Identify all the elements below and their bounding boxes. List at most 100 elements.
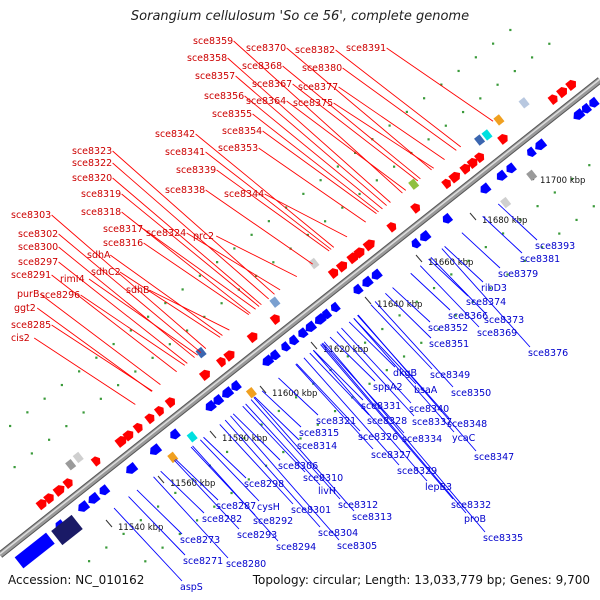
reverse-gene-arrow <box>126 462 139 474</box>
label-leader-line <box>227 57 391 203</box>
gene-label: sce8300 <box>18 242 58 253</box>
gene-features <box>14 79 600 569</box>
gene-label: sce8366 <box>448 311 488 322</box>
gene-label: lepB3 <box>425 482 452 493</box>
guide-dot <box>43 397 46 400</box>
guide-dot <box>316 423 319 426</box>
label-leader-line <box>336 331 415 417</box>
gene-label: sce8280 <box>226 559 266 570</box>
scale-tick <box>209 430 217 439</box>
forward-gene-arrow <box>474 152 485 164</box>
guide-dot <box>392 165 396 168</box>
feature-block <box>493 114 505 126</box>
gene-label: aspS <box>180 582 203 593</box>
scale-label: 11540 kbp <box>118 523 163 533</box>
reverse-gene-arrow <box>298 327 309 339</box>
gene-label: sce8339 <box>176 165 216 176</box>
gene-label: sce8344 <box>224 189 264 200</box>
gene-label: sce8338 <box>165 185 205 196</box>
guide-dot <box>181 288 184 291</box>
scale-ticks: 11540 kbp 11560 kbp 11580 kbp 11600 kbp 1162… <box>105 172 585 533</box>
label-leader-line <box>51 274 177 373</box>
gene-label: ycaC <box>452 433 476 444</box>
scale-label: 11660 kbp <box>428 258 473 268</box>
feature-block <box>474 134 486 146</box>
guide-dot <box>299 437 302 440</box>
accession-label: Accession: <box>8 573 72 587</box>
guide-dot <box>87 560 91 563</box>
label-leader-line <box>385 292 432 339</box>
gene-label: sce8282 <box>202 514 242 525</box>
guide-dot <box>294 396 298 399</box>
gene-label: sce8320 <box>72 173 112 184</box>
gene-label: sce8354 <box>222 126 262 137</box>
gene-label: sce8355 <box>212 109 252 120</box>
guide-dot <box>60 383 63 387</box>
gene-label: sdhC2 <box>91 267 121 278</box>
label-leader-line <box>148 289 230 331</box>
label-leader-line <box>58 261 188 364</box>
forward-gene-arrow <box>459 163 471 175</box>
guide-dot <box>198 274 201 277</box>
guide-dot <box>375 179 378 182</box>
forward-gene-arrow <box>466 157 478 170</box>
reverse-gene-arrow <box>573 108 586 120</box>
label-leader-line <box>392 287 431 323</box>
label-leader-line <box>88 278 198 356</box>
label-leader-line <box>312 350 428 482</box>
label-leader-line <box>136 489 183 535</box>
forward-gene-arrow <box>556 87 567 99</box>
label-leader-line <box>441 248 531 348</box>
forward-gene-arrow <box>448 171 461 184</box>
label-leader-line <box>250 399 341 500</box>
forward-gene-arrow <box>353 247 365 259</box>
guide-dot <box>506 273 509 276</box>
backbone-line <box>0 78 600 557</box>
guide-dot <box>116 384 120 387</box>
gene-label: sce8305 <box>337 541 377 552</box>
gene-label: sppA2 <box>373 382 403 393</box>
reverse-gene-arrow <box>270 349 281 361</box>
label-leader-line <box>113 507 183 582</box>
label-leader-line <box>51 324 153 392</box>
guide-dot <box>122 532 125 535</box>
forward-gene-arrow <box>198 369 210 381</box>
gene-label: sce8291 <box>11 270 51 281</box>
scale-tick <box>469 212 477 221</box>
label-leader-line <box>461 232 501 269</box>
guide-dot <box>540 246 544 249</box>
guide-dot <box>185 329 189 332</box>
gene-label: sce8348 <box>447 419 487 430</box>
guide-dot <box>427 138 430 141</box>
gene-label: sce8273 <box>180 535 220 546</box>
feature-block <box>308 257 320 270</box>
guide-dot <box>225 450 229 454</box>
guide-dot <box>398 314 401 317</box>
feature-block <box>186 431 198 443</box>
gene-label: sce8352 <box>428 323 468 334</box>
label-leader-line <box>230 415 340 541</box>
guide-dot <box>254 274 258 278</box>
feature-block <box>72 451 84 464</box>
guide-dot <box>501 232 505 235</box>
forward-gene-arrow <box>122 430 134 442</box>
forward-gene-arrow <box>114 436 127 448</box>
guide-dot <box>432 286 436 290</box>
gene-label: sce8317 <box>103 224 143 235</box>
scale-label: 11600 kbp <box>272 389 317 399</box>
label-leader-line <box>58 233 202 353</box>
forward-gene-arrow <box>35 499 47 511</box>
label-leader-line <box>195 133 335 248</box>
label-leader-line <box>119 271 221 338</box>
guide-dot <box>82 411 85 414</box>
gene-label: sce8314 <box>297 441 337 452</box>
forward-gene-arrow <box>153 406 164 417</box>
guide-dot <box>592 205 595 208</box>
gene-label: sce8324 <box>146 228 186 239</box>
reverse-gene-arrow <box>231 380 242 391</box>
gene-label: sce8323 <box>72 146 112 157</box>
label-leader-line <box>374 301 454 388</box>
gene-label: sce8381 <box>520 254 560 265</box>
reverse-gene-arrow <box>581 102 593 114</box>
tick-dots <box>9 28 595 563</box>
